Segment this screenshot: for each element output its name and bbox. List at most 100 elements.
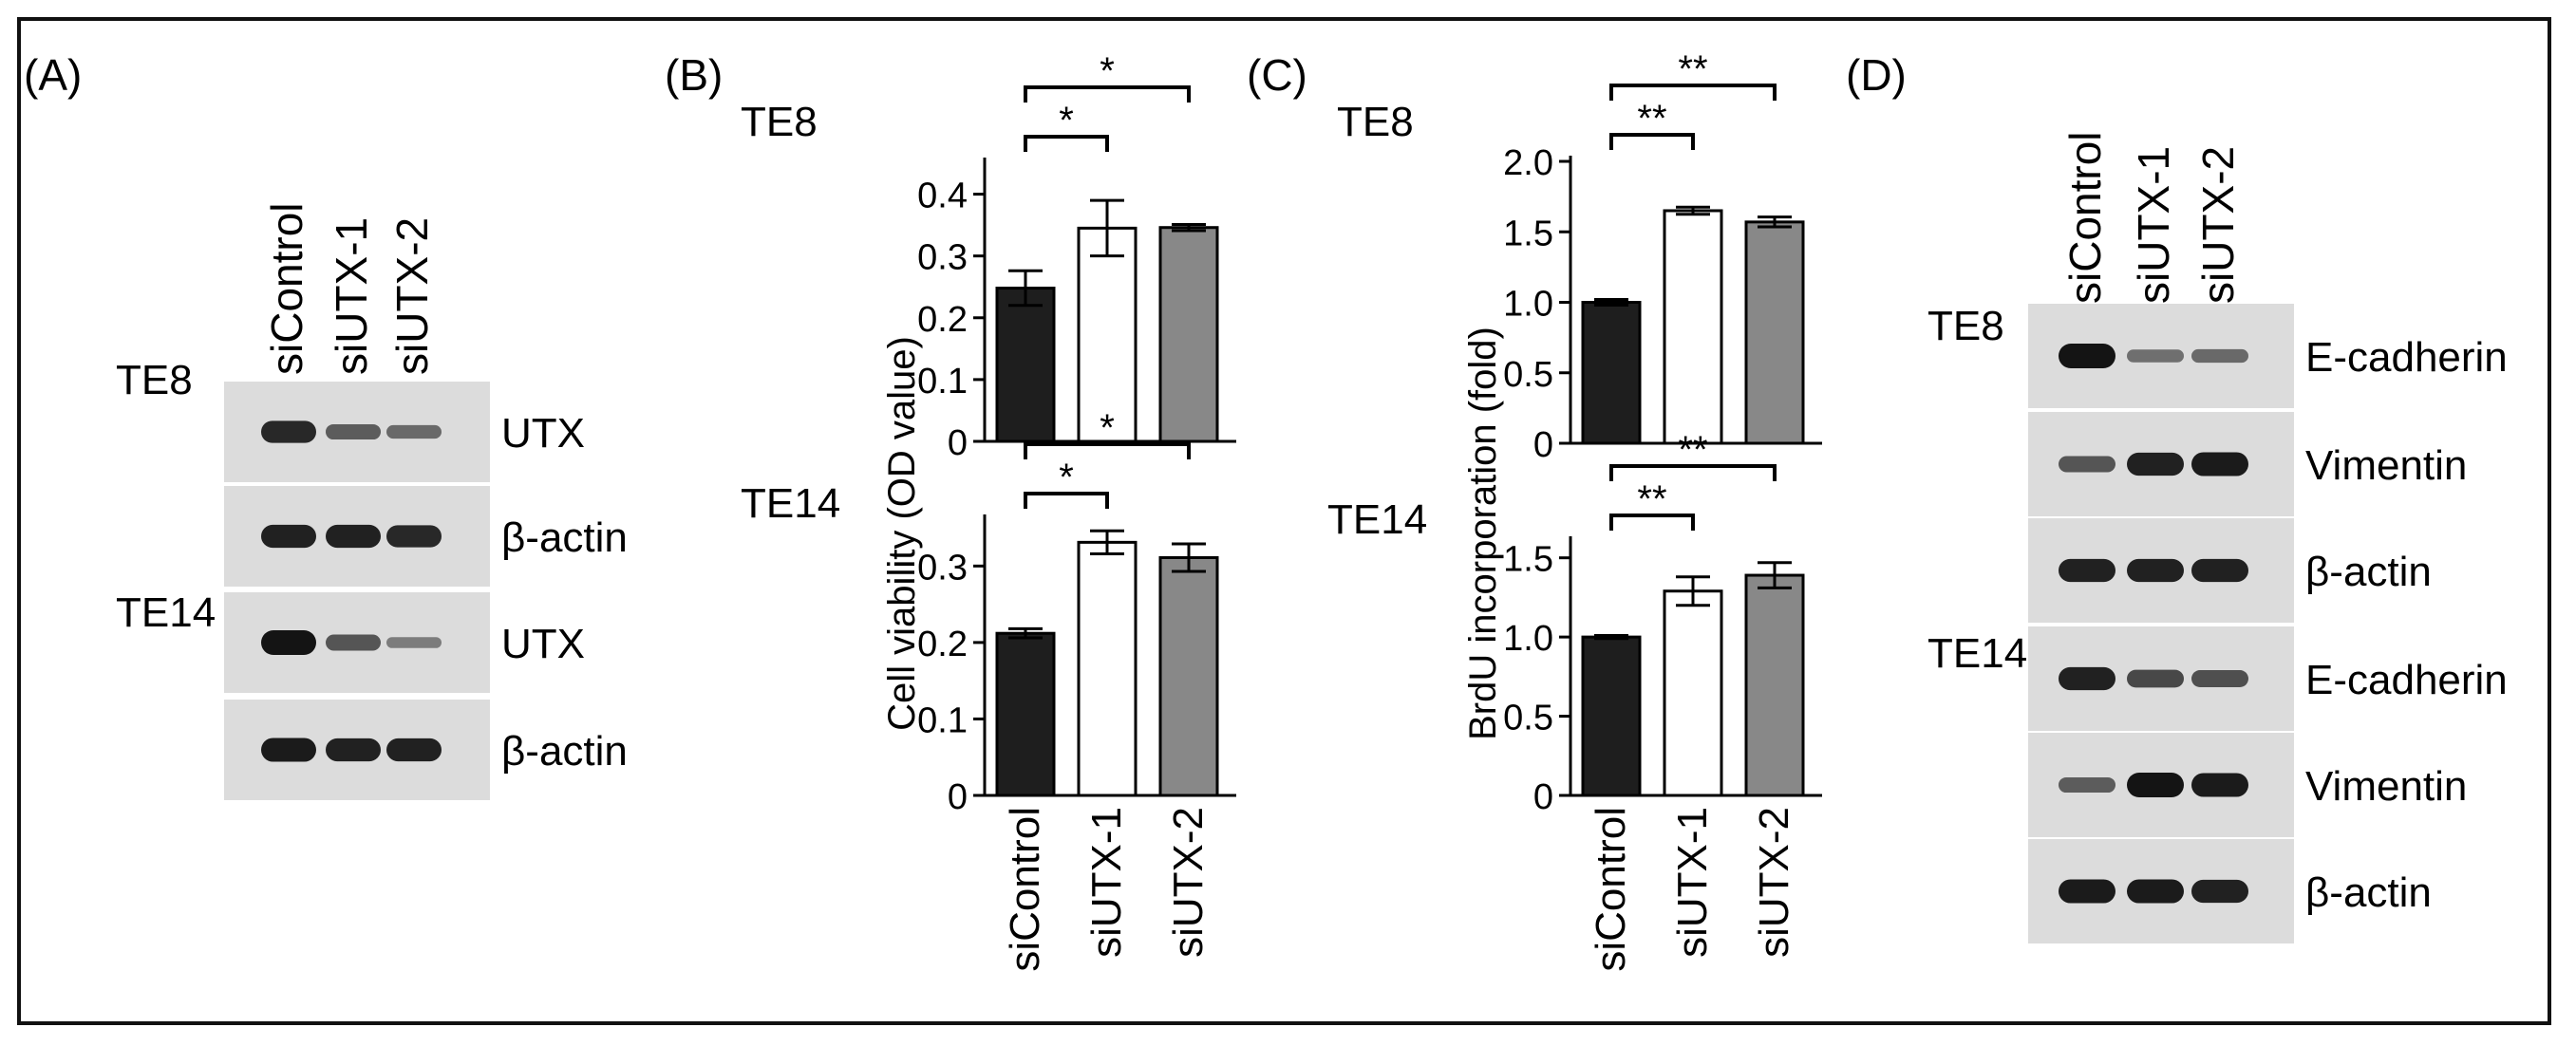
panel-D-protein-label: E-cadherin (2305, 334, 2508, 381)
panel-A-protein-label: β-actin (501, 728, 628, 775)
blot-band-A (386, 738, 442, 762)
blot-band-A (326, 423, 381, 440)
y-tick-label: 0 (1533, 777, 1553, 817)
panel-label: (B) (665, 50, 723, 100)
y-tick-label: 1.5 (1503, 214, 1553, 253)
y-tick-label: 0.5 (1503, 355, 1553, 395)
panel-D-lane-label: siUTX-2 (2193, 146, 2243, 304)
significance-bracket (1609, 84, 1777, 101)
bar-siControl (995, 631, 1056, 797)
blot-band-A (261, 524, 316, 549)
blot-band-D (2191, 452, 2248, 476)
chart-title: TE14 (1327, 496, 1427, 543)
y-tick-label: 0 (948, 777, 968, 817)
significance-label: * (1100, 50, 1115, 92)
y-tick-label: 0.3 (917, 548, 968, 588)
significance-label: ** (1637, 478, 1666, 520)
x-category-label: siUTX-1 (1669, 807, 1716, 958)
blot-band-A (386, 424, 442, 439)
significance-label: * (1059, 100, 1074, 141)
blot-band-D (2127, 669, 2184, 688)
blot-band-D (2191, 773, 2248, 797)
bar-siUTX-2 (1158, 226, 1219, 443)
panel-D-protein-label: E-cadherin (2305, 657, 2508, 703)
blot-band-A (326, 634, 381, 651)
y-tick-label: 0.2 (917, 625, 968, 664)
panel-A-label: (A) (24, 50, 82, 100)
blot-band-D (2127, 349, 2184, 363)
blot-band-A (261, 738, 316, 762)
chart-title: TE8 (741, 99, 818, 145)
panel-A-cell-line: TE14 (116, 589, 216, 636)
y-tick-label: 0 (1533, 425, 1553, 465)
bar-siUTX-1 (1663, 209, 1723, 445)
panel-D-protein-label: Vimentin (2305, 763, 2467, 810)
panel-A-cell-line: TE8 (116, 357, 193, 403)
bar-siUTX-1 (1077, 540, 1138, 797)
bar-siUTX-2 (1744, 220, 1805, 445)
bar-siControl (1581, 635, 1642, 797)
chart-title: TE14 (741, 480, 840, 527)
blot-band-A (386, 525, 442, 548)
panel-D-lane-label: siControl (2060, 131, 2110, 304)
y-axis-label: BrdU incorporation (fold) (1462, 327, 1504, 740)
panel-D-cell-line: TE8 (1927, 303, 2004, 349)
y-tick-label: 1.0 (1503, 619, 1553, 659)
panel-D-lane-label: siUTX-1 (2129, 146, 2178, 304)
significance-label: * (1100, 407, 1115, 449)
blot-band-D (2191, 670, 2248, 687)
blot-band-D (2127, 452, 2184, 476)
figure-frame (17, 17, 2551, 1025)
panel-D-label: (D) (1846, 50, 1907, 100)
panel-A-protein-label: UTX (501, 621, 585, 667)
blot-band-D (2059, 456, 2115, 473)
blot-band-D (2191, 348, 2248, 364)
panel-D-protein-label: β-actin (2305, 869, 2432, 916)
blot-band-D (2059, 879, 2115, 904)
significance-bracket (1609, 133, 1695, 150)
significance-bracket (1609, 514, 1695, 531)
y-tick-label: 1.5 (1503, 540, 1553, 580)
y-tick-label: 0.4 (917, 177, 968, 216)
x-category-label: siControl (1588, 807, 1634, 972)
panel-A-protein-label: β-actin (501, 514, 628, 561)
bar-siUTX-1 (1077, 226, 1138, 443)
significance-label: ** (1678, 48, 1707, 90)
y-tick-label: 0 (948, 423, 968, 463)
significance-bracket (1024, 135, 1109, 152)
x-category-label: siUTX-2 (1165, 807, 1212, 958)
chart-title: TE8 (1337, 99, 1414, 145)
significance-bracket (1609, 464, 1777, 481)
blot-band-A (261, 420, 316, 443)
y-tick-label: 0.5 (1503, 699, 1553, 738)
blot-band-D (2059, 666, 2115, 691)
blot-band-D (2191, 879, 2248, 904)
blot-band-D (2059, 344, 2115, 368)
blot-band-A (261, 630, 316, 655)
significance-label: ** (1678, 429, 1707, 471)
blot-band-D (2127, 773, 2184, 797)
y-tick-label: 0.3 (917, 238, 968, 278)
bar-siControl (1581, 301, 1642, 445)
panel-label: (C) (1247, 50, 1307, 100)
blot-band-A (386, 637, 442, 648)
bar-siUTX-2 (1744, 573, 1805, 797)
bar-siUTX-1 (1663, 589, 1723, 797)
y-tick-label: 0.2 (917, 300, 968, 340)
significance-label: * (1059, 457, 1074, 498)
significance-bracket (1024, 442, 1191, 459)
panel-D-protein-label: β-actin (2305, 549, 2432, 595)
blot-band-A (326, 524, 381, 549)
panel-A-lane-label: siUTX-2 (387, 217, 437, 375)
blot-band-D (2059, 776, 2115, 794)
x-category-label: siUTX-1 (1083, 807, 1130, 958)
panel-A-protein-label: UTX (501, 410, 585, 457)
y-tick-label: 0.1 (917, 362, 968, 402)
panel-D-cell-line: TE14 (1927, 630, 2027, 677)
y-tick-label: 1.0 (1503, 285, 1553, 325)
y-tick-label: 0.1 (917, 700, 968, 740)
blot-band-D (2059, 558, 2115, 583)
blot-band-D (2127, 879, 2184, 904)
y-tick-label: 2.0 (1503, 143, 1553, 183)
